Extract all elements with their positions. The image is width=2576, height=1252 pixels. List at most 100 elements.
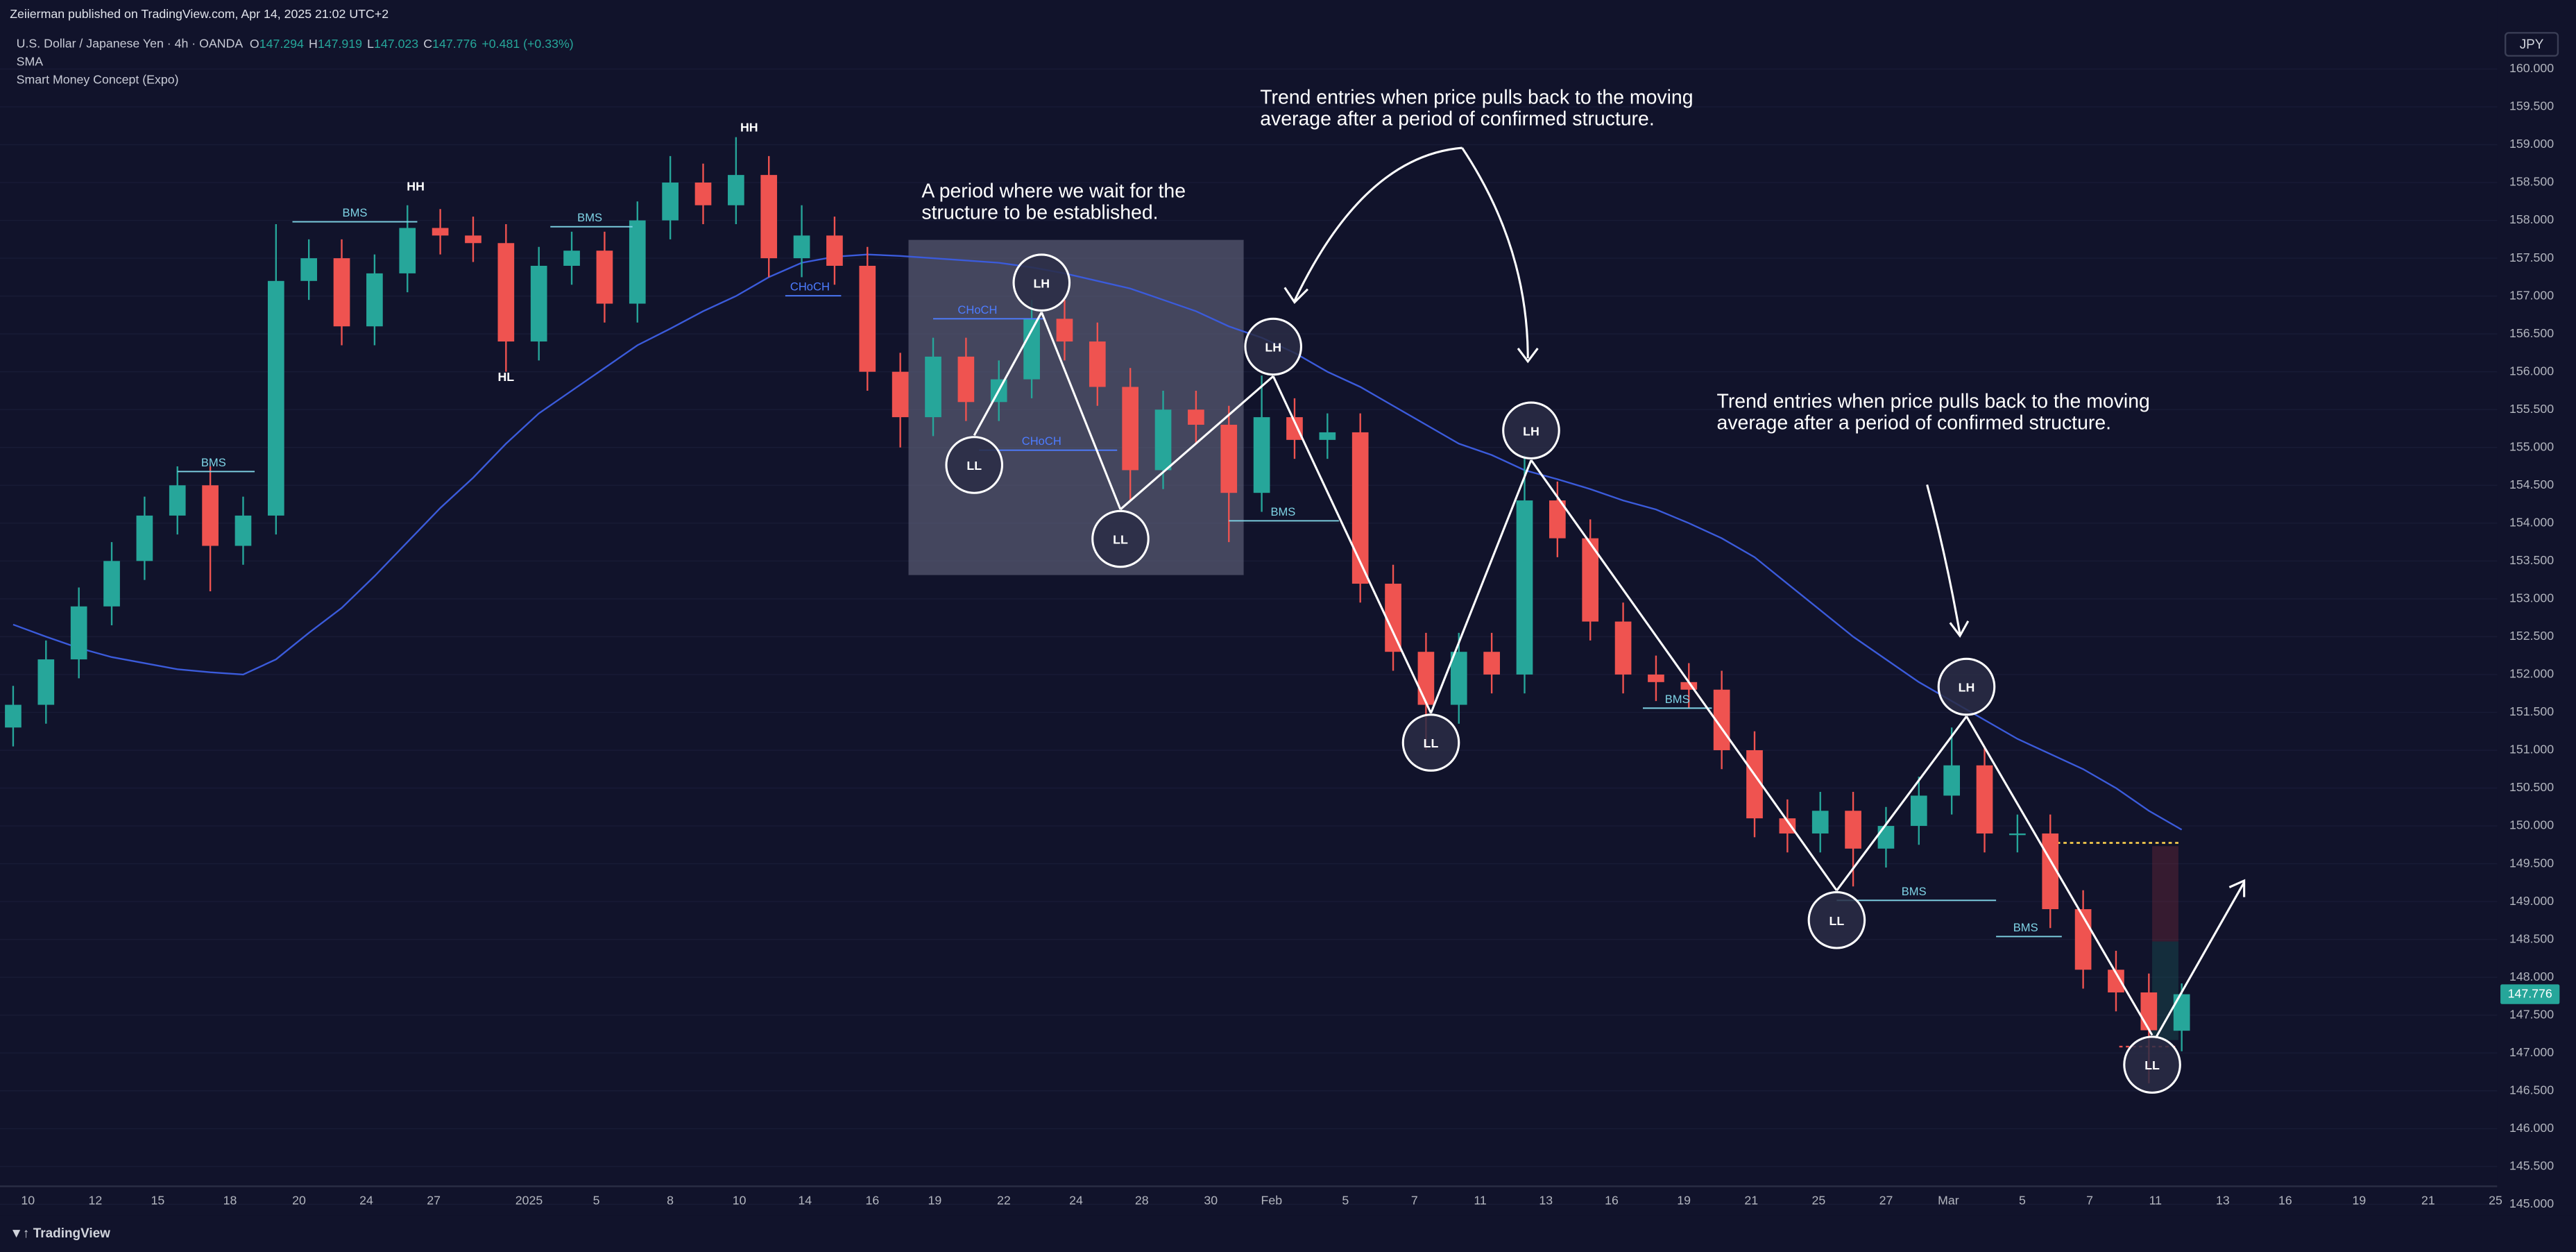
note: Trend entries when price pulls back to t… (1717, 391, 2150, 413)
y-tick-label: 148.000 (2509, 970, 2554, 983)
candle-body (1877, 826, 1895, 849)
candle-body (760, 175, 778, 259)
candle-body (1779, 818, 1796, 834)
ohlc-key: C (423, 37, 432, 51)
candle-body (957, 356, 975, 403)
y-tick-label: 157.000 (2509, 288, 2554, 302)
x-tick-label: 10 (733, 1193, 747, 1207)
y-tick-label: 145.500 (2509, 1159, 2554, 1173)
structure-circle (1091, 509, 1150, 568)
last-price-tag (2500, 984, 2560, 1004)
x-tick-label: 28 (1135, 1193, 1149, 1207)
structure-label: LL (2144, 1058, 2160, 1072)
y-tick-label: 153.500 (2509, 553, 2554, 567)
break-label: CHoCH (1022, 434, 1061, 448)
candle-body (2108, 970, 2124, 992)
y-tick-label: 145.000 (2509, 1196, 2554, 1210)
zigzag-line (1530, 459, 1838, 892)
x-tick-label: 30 (1204, 1193, 1218, 1207)
break-label: CHoCH (957, 303, 997, 316)
candle-body (1450, 652, 1467, 705)
indicator: SMA (17, 55, 44, 69)
candle-body (1910, 795, 1927, 827)
structure-circle (2123, 1035, 2181, 1094)
candle-body (1023, 319, 1040, 380)
x-tick-label: 21 (2421, 1193, 2435, 1207)
swing-label: HH (407, 180, 425, 194)
ohlc-legend: O147.294 H147.919 L147.023 C147.776 +0.481 (… (250, 37, 574, 51)
x-tick-label: Mar (1938, 1193, 1959, 1207)
candle-body (694, 183, 712, 205)
arrow-head (1517, 347, 1539, 364)
y-tick-label: 153.000 (2509, 591, 2554, 605)
candle-body (1122, 387, 1139, 471)
ohlc-value: 147.023 (374, 37, 418, 51)
candle-body (1976, 765, 1993, 834)
y-tick-label: 159.000 (2509, 137, 2554, 151)
y-tick-label: 150.500 (2509, 780, 2554, 794)
last-price-label: 147.776 (2508, 986, 2552, 1000)
note: Trend entries when price pulls back to t… (1260, 87, 1693, 109)
candle-body (1154, 409, 1172, 471)
x-tick-label: 8 (667, 1193, 674, 1207)
candle-body (596, 251, 613, 304)
candle-body (1253, 417, 1270, 493)
price-axis (2497, 0, 2576, 1216)
candle-body (1943, 765, 1961, 796)
x-tick-label: 10 (21, 1193, 35, 1207)
ohlc-value: 147.919 (318, 37, 362, 51)
structure-label: LL (1829, 914, 1845, 928)
structure-circle (1012, 253, 1071, 312)
zigzag-line (1040, 312, 1122, 510)
y-tick-label: 158.000 (2509, 212, 2554, 226)
swing-label: HH (740, 120, 758, 134)
candle-body (859, 265, 876, 372)
structure-label: LH (1523, 424, 1539, 438)
x-tick-label: 19 (2353, 1193, 2366, 1207)
symbol: U.S. Dollar / Japanese Yen · 4h · OANDA (17, 37, 244, 51)
y-tick-label: 151.500 (2509, 704, 2554, 718)
structure-circle (1502, 401, 1560, 460)
candle-body (1516, 500, 1533, 675)
break-label: BMS (1665, 693, 1690, 706)
x-tick-label: 5 (593, 1193, 600, 1207)
swing-label: HL (498, 370, 515, 384)
y-tick-label: 159.500 (2509, 99, 2554, 113)
y-tick-label: 152.000 (2509, 667, 2554, 681)
candle-body (2009, 833, 2026, 836)
y-tick-label: 158.500 (2509, 175, 2554, 189)
structure-label: LH (1265, 341, 1281, 355)
candle-body (300, 258, 318, 281)
change: +0.481 (+0.33%) (481, 37, 573, 51)
sma-line (12, 253, 2183, 831)
x-tick-label: 7 (2086, 1193, 2093, 1207)
candle-body (1845, 811, 1861, 849)
candle-body (793, 235, 810, 259)
y-tick-label: 149.500 (2509, 856, 2554, 870)
brand: ▼↑ TradingView (10, 1226, 110, 1241)
structure-label: LH (1959, 681, 1975, 695)
arrow (2154, 881, 2246, 1039)
x-tick-label: 16 (2278, 1193, 2292, 1207)
break-label: BMS (343, 206, 368, 219)
candle-body (826, 235, 843, 266)
structure-box (908, 239, 1244, 575)
zigzag-line (1430, 459, 1533, 714)
y-tick-label: 157.500 (2509, 251, 2554, 264)
candle-body (136, 515, 153, 561)
arrow-head (1949, 620, 1970, 638)
y-tick-label: 154.500 (2509, 477, 2554, 491)
candle-body (497, 243, 515, 342)
note: A period where we wait for the (921, 180, 1186, 202)
structure-circle (945, 436, 1004, 494)
break-label: CHoCH (790, 280, 830, 294)
x-tick-label: 2025 (515, 1193, 543, 1207)
brand-logo: ▼↑ (10, 1226, 33, 1241)
x-tick-label: 24 (1069, 1193, 1083, 1207)
zigzag-line (1836, 716, 1968, 892)
y-tick-label: 147.500 (2509, 1007, 2554, 1021)
candle-body (37, 659, 55, 705)
candle-body (1286, 417, 1303, 440)
candle-body (563, 251, 580, 266)
